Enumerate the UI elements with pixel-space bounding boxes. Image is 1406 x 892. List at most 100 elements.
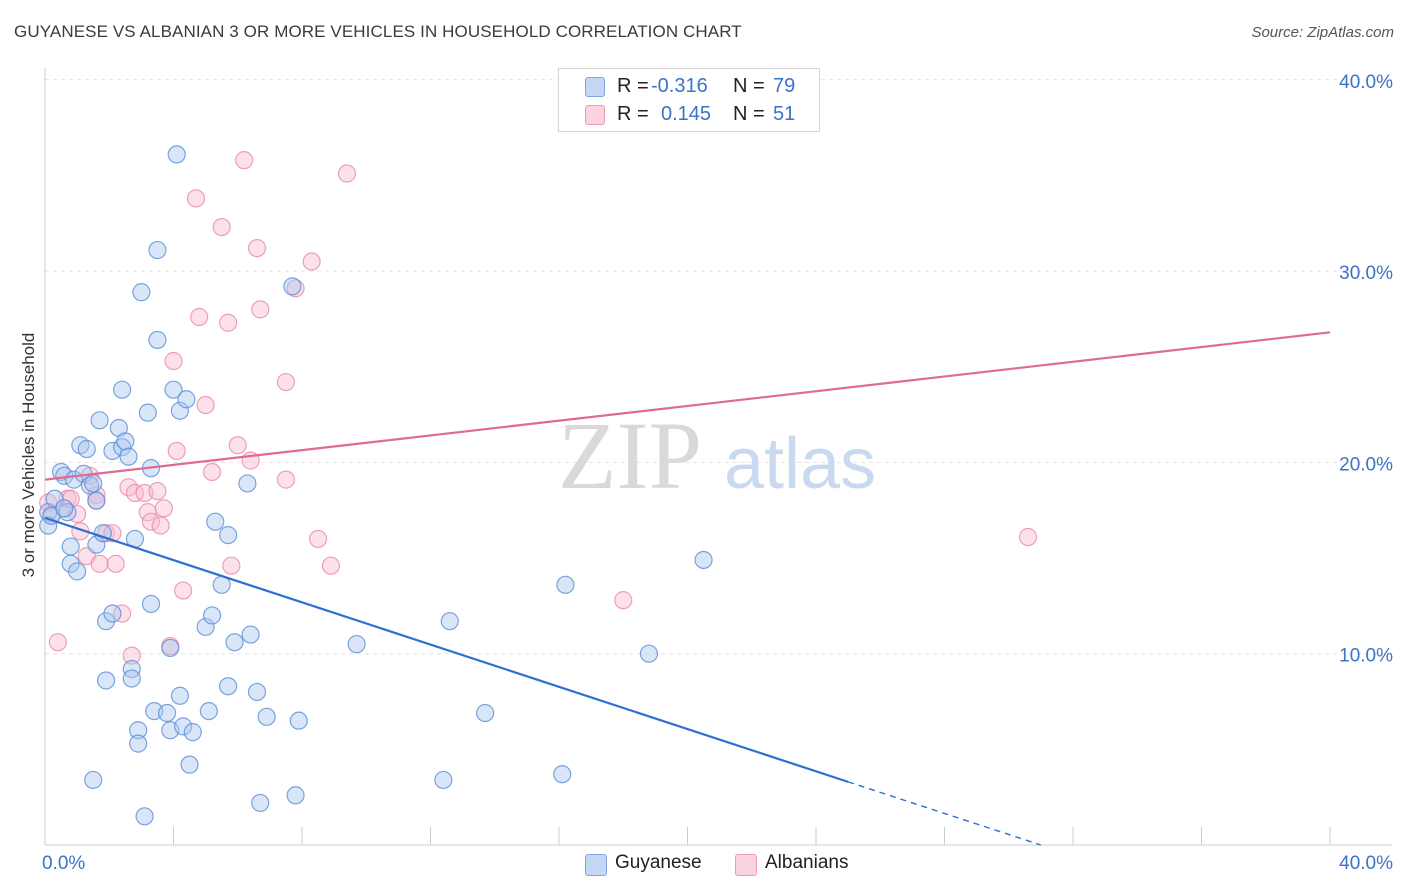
albanians-point [1018,527,1038,547]
guyanese-point [476,703,495,723]
trend-lines [44,331,1331,846]
legend-r-value: 0.145 [661,103,712,125]
guyanese-point [87,535,106,554]
watermark: ZIP atlas [558,402,876,509]
guyanese-point [170,686,190,705]
x-tick-label: 40.0% [1339,853,1393,874]
albanians-point [48,633,67,652]
guyanese-point [167,145,186,164]
albanians-point [148,481,167,501]
albanians-point [154,499,173,518]
y-tick-label: 30.0% [1339,263,1393,284]
guyanese-point [138,403,157,422]
guyanese-point [103,441,122,461]
albanians-point [219,313,238,332]
guyanese-point [199,701,218,721]
guyanese-point [122,659,141,679]
guyanese-point [161,638,180,658]
watermark-zip: ZIP [558,402,702,509]
y-tick-label: 20.0% [1339,454,1393,475]
guyanese-point [122,669,141,688]
guyanese-point [286,786,305,805]
guyanese-point [196,617,215,637]
legend-row-albanians: R = 0.145 N = 51 [559,101,819,129]
albanians-point [235,151,254,170]
y-tick-label: 40.0% [1339,72,1393,93]
guyanese-point [251,793,270,813]
guyanese-point [84,770,103,790]
correlation-legend: R = -0.316 N = 79 R = 0.145 N = 51 [558,68,820,132]
albanians-point [337,164,357,183]
guyanese-point [180,755,199,774]
guyanese-trend-extension [847,781,1042,846]
guyanese-point [157,703,177,723]
guyanese-point [135,807,154,826]
albanians-point [228,436,247,455]
watermark-atlas: atlas [724,424,876,504]
guyanese-point [174,717,193,736]
albanians-point [90,554,109,573]
guyanese-point [170,401,190,420]
chart-title: GUYANESE VS ALBANIAN 3 OR MORE VEHICLES … [14,22,742,41]
y-tick-label: 10.0% [1339,646,1393,667]
guyanese-point [103,604,122,623]
guyanese-point [148,240,167,260]
albanians-point [167,441,186,461]
albanians-point [103,524,122,543]
guyanese-point [553,765,572,784]
legend-r-label: R = [617,75,649,97]
guyanese-point [238,474,257,493]
albanians-point [286,279,305,298]
guyanese-point [129,721,148,740]
albanians-point [276,372,296,392]
guyanese-point [80,476,100,495]
guyanese-point [55,499,74,518]
albanians-point [112,604,132,623]
guyanese-point [219,525,238,545]
albanians-point [276,470,296,489]
guyanese-point [45,489,64,508]
guyanese-point [116,432,135,451]
guyanese-point [694,550,713,570]
guyanese-point [247,682,267,702]
guyanese-point [225,633,244,652]
guyanese-point [257,707,276,726]
guyanese-point [148,330,167,350]
legend-n-value: 79 [773,75,796,97]
guyanese-point [177,390,196,409]
legend-n-label: N = [733,75,765,97]
guyanese-point [556,575,575,594]
albanians-point [151,516,170,535]
albanians-point [212,218,231,237]
guyanese-point [440,612,459,631]
albanians-trend-line [44,331,1331,481]
albanians-point [141,512,161,531]
albanians-point [106,554,125,573]
tick-labels: 10.0% 20.0% 30.0% 40.0% 0.0% 40.0% [42,72,1393,874]
legend-row-guyanese: R = -0.316 N = 79 [559,73,819,101]
guyanese-point [61,537,80,556]
guyanese-point [77,439,96,459]
legend-n-value: 51 [773,103,796,125]
albanians-point [186,189,206,208]
legend-swatch-albanians [735,854,757,876]
guyanese-points [39,145,713,826]
guyanese-point [289,711,308,730]
guyanese-point [183,723,202,742]
guyanese-point [129,734,148,753]
guyanese-point [202,606,222,625]
legend-label-albanians: Albanians [765,852,849,873]
guyanese-point [241,625,260,644]
legend-r-value: -0.316 [651,75,708,97]
guyanese-point [87,491,106,510]
guyanese-point [141,594,161,614]
guyanese-point [434,770,453,790]
legend-label-guyanese: Guyanese [615,852,702,873]
series-legend: Guyanese Albanians [0,852,1406,878]
albanians-point [302,252,321,271]
albanians-point [87,485,106,505]
legend-r-label: R = [617,103,649,125]
x-tick-label: 0.0% [42,853,85,874]
guyanese-point [112,437,132,457]
